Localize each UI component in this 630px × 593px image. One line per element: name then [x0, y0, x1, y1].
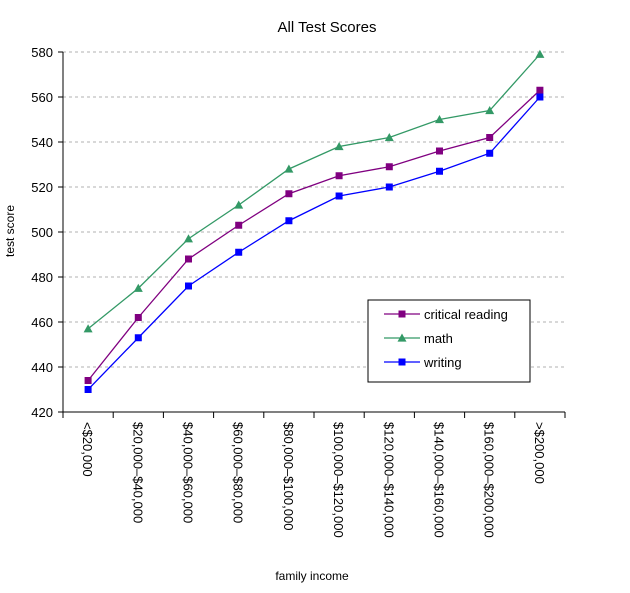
data-point — [486, 149, 494, 157]
series-layer — [83, 49, 545, 393]
data-point — [235, 221, 243, 229]
data-point — [384, 133, 394, 142]
data-point — [385, 183, 393, 191]
legend-label: math — [424, 331, 453, 346]
x-tick-label: >$200,000 — [532, 422, 547, 484]
series-writing — [84, 93, 544, 393]
series-line — [87, 53, 541, 330]
data-point — [536, 93, 544, 101]
data-point — [84, 377, 92, 384]
data-point — [436, 167, 443, 175]
data-point — [83, 324, 93, 333]
y-tick-label: 580 — [31, 45, 53, 60]
data-point — [334, 142, 344, 151]
series-critical-reading — [84, 86, 544, 384]
series-line — [87, 89, 541, 381]
x-tick-label: $160,000–$200,000 — [482, 422, 497, 538]
data-point — [84, 386, 92, 393]
data-point — [133, 283, 143, 292]
data-point — [335, 172, 343, 180]
y-tick-label: 560 — [31, 90, 53, 105]
chart-title: All Test Scores — [278, 19, 377, 36]
data-point — [185, 282, 192, 290]
legend-marker — [397, 333, 407, 342]
series-line — [87, 96, 541, 390]
y-axis-title: test score — [3, 205, 17, 257]
legend-marker — [398, 358, 406, 366]
data-point — [335, 192, 343, 200]
data-point — [134, 334, 142, 342]
legend: critical reading math writing — [367, 299, 531, 383]
y-tick-label: 540 — [31, 135, 53, 150]
data-point — [485, 106, 495, 115]
x-tick-label: $40,000–$60,000 — [181, 422, 196, 523]
data-point — [285, 190, 293, 198]
y-tick-label: 460 — [31, 315, 53, 330]
legend-marker — [398, 310, 406, 318]
data-point — [535, 49, 545, 58]
data-point — [284, 164, 294, 173]
data-point — [486, 134, 494, 141]
data-point — [134, 314, 142, 321]
data-point — [435, 115, 444, 124]
x-tick-label: $60,000–$80,000 — [231, 422, 246, 523]
y-tick-label: 500 — [31, 225, 53, 240]
x-tick-label: $100,000–$120,000 — [331, 422, 346, 538]
legend-label: writing — [423, 355, 462, 370]
y-tick-label: 480 — [31, 270, 53, 285]
x-tick-label: <$20,000 — [80, 422, 95, 477]
y-tick-label: 520 — [31, 180, 53, 195]
data-point — [536, 86, 544, 94]
series-math — [83, 49, 545, 333]
x-tick-label: $20,000–$40,000 — [130, 422, 145, 523]
data-point — [234, 200, 244, 209]
x-axis: <$20,000 $20,000–$40,000 $40,000–$60,000 $6… — [62, 411, 566, 538]
x-tick-label: $140,000–$160,000 — [432, 422, 447, 538]
x-tick-label: $80,000–$100,000 — [281, 422, 296, 530]
y-tick-label: 420 — [31, 405, 53, 420]
x-tick-label: $120,000–$140,000 — [381, 422, 396, 538]
y-tick-label: 440 — [31, 360, 53, 375]
y-axis: 420 440 460 480 500 520 540 560 580 — [31, 45, 64, 420]
data-point — [184, 234, 193, 243]
x-axis-title: family income — [275, 569, 349, 583]
data-point — [185, 255, 192, 263]
data-point — [436, 147, 443, 155]
data-point — [285, 217, 293, 225]
data-point — [235, 248, 243, 256]
legend-label: critical reading — [424, 307, 508, 322]
data-point — [385, 163, 393, 171]
